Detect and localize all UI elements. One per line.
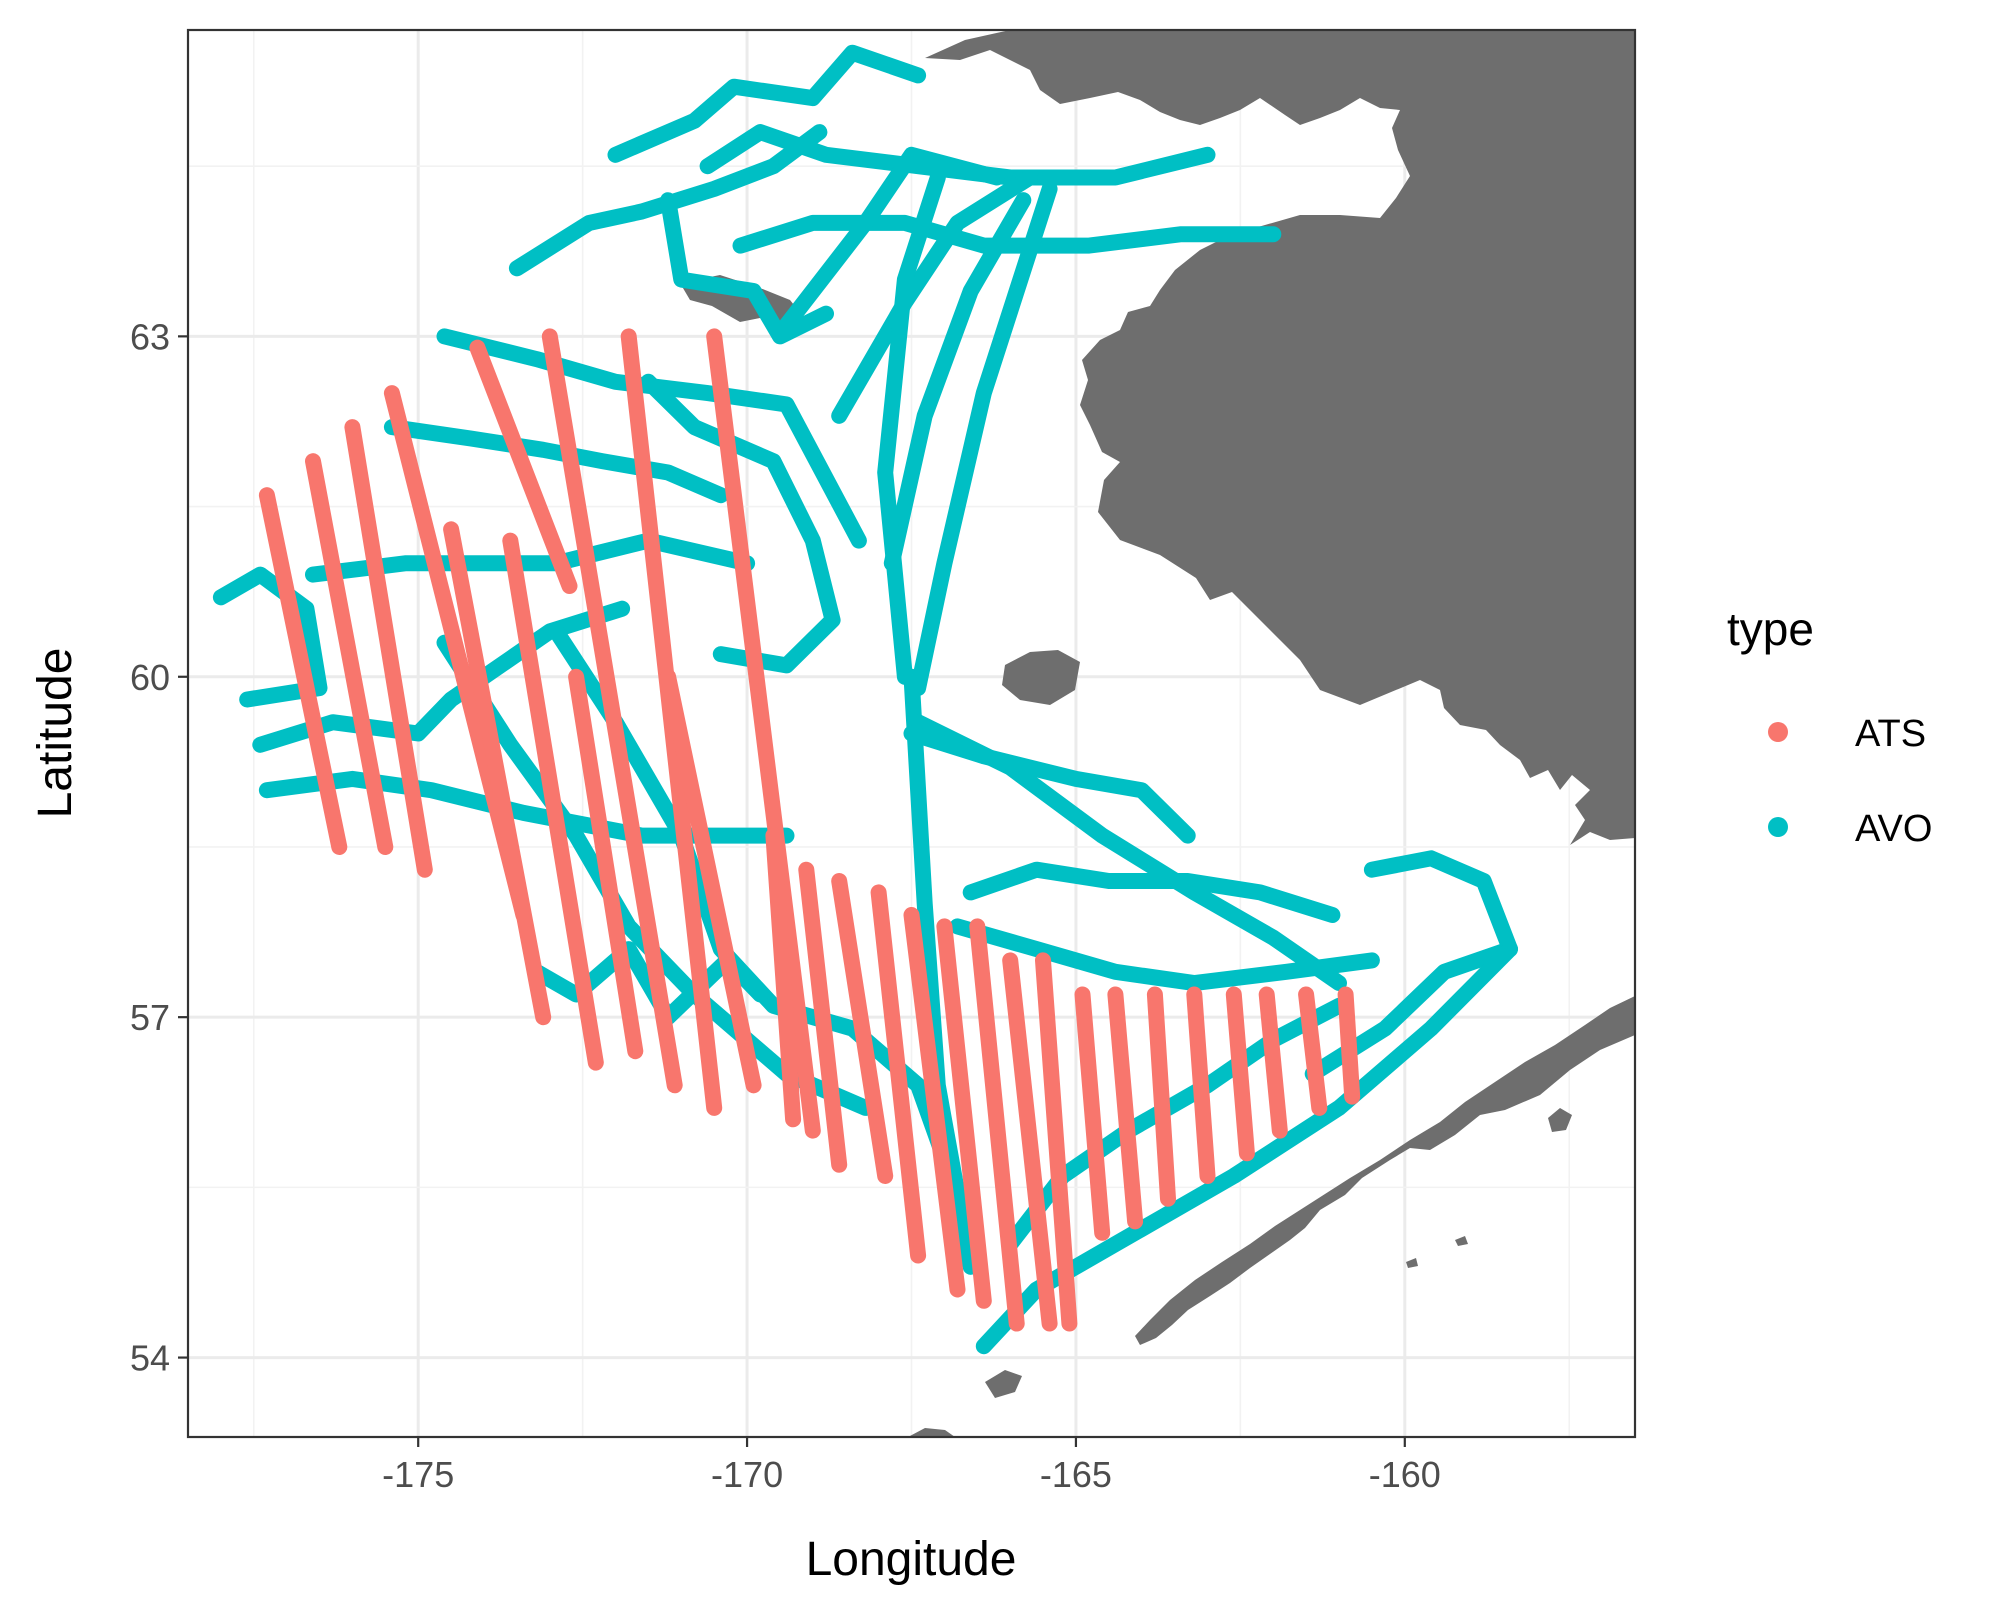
axes: -175 -170 -165 -160 54 57 60 63 bbox=[130, 316, 1441, 1495]
y-tick-label: 63 bbox=[130, 316, 170, 357]
transect-ats bbox=[903, 907, 966, 1298]
transect-avo bbox=[508, 124, 828, 277]
transect-ats bbox=[969, 918, 1025, 1332]
unalaska-island bbox=[908, 1428, 955, 1437]
transect-ats bbox=[443, 521, 552, 1026]
series-avo bbox=[212, 44, 1518, 1355]
transect-ats bbox=[1186, 986, 1216, 1184]
transect-ats bbox=[765, 827, 802, 1128]
transect-ats bbox=[1258, 986, 1288, 1139]
transect-ats bbox=[469, 339, 578, 594]
transect-ats bbox=[1035, 952, 1078, 1332]
y-tick-label: 57 bbox=[130, 997, 170, 1038]
alaska-peninsula bbox=[1135, 996, 1635, 1345]
alaska-mainland bbox=[925, 30, 1635, 845]
transect-ats bbox=[1074, 986, 1111, 1241]
transect-ats bbox=[831, 873, 894, 1184]
aleutian-islet bbox=[1455, 1236, 1468, 1246]
series-ats bbox=[258, 328, 1361, 1332]
transect-ats bbox=[870, 884, 927, 1264]
transect-avo bbox=[607, 44, 927, 163]
transect-avo bbox=[883, 192, 1032, 572]
transect-ats bbox=[1146, 986, 1176, 1207]
transect-avo bbox=[975, 941, 1518, 1355]
legend: type ATS AVO bbox=[1727, 603, 1932, 850]
nunivak-island bbox=[1002, 650, 1080, 705]
transect-avo bbox=[640, 373, 841, 674]
transect-ats bbox=[568, 668, 644, 1060]
y-axis-title: Latitude bbox=[29, 648, 82, 819]
transect-ats bbox=[344, 419, 433, 878]
transect-avo bbox=[699, 124, 1216, 186]
legend-key-ats bbox=[1768, 722, 1788, 742]
transect-ats bbox=[706, 328, 821, 1139]
transect-avo bbox=[732, 214, 1282, 254]
transect-ats bbox=[660, 668, 762, 1094]
legend-label-ats: ATS bbox=[1855, 713, 1926, 755]
panel-border bbox=[186, 28, 1637, 1439]
transect-avo bbox=[962, 861, 1341, 923]
x-tick-label: -160 bbox=[1369, 1454, 1441, 1495]
legend-entry-ats: ATS bbox=[1768, 713, 1926, 755]
transect-avo bbox=[305, 532, 756, 583]
legend-entry-avo: AVO bbox=[1768, 808, 1932, 850]
transect-avo bbox=[258, 770, 795, 844]
transect-avo bbox=[831, 169, 1038, 424]
transect-avo bbox=[949, 918, 1380, 992]
x-tick-label: -165 bbox=[1040, 1454, 1112, 1495]
legend-label-avo: AVO bbox=[1855, 808, 1932, 850]
transect-ats bbox=[502, 532, 604, 1071]
transect-ats bbox=[258, 487, 348, 855]
transect-avo bbox=[660, 192, 834, 345]
transect-ats bbox=[541, 328, 683, 1094]
transect-ats bbox=[936, 918, 992, 1309]
transect-avo bbox=[910, 180, 1058, 697]
transect-ats bbox=[1225, 986, 1255, 1162]
y-tick-label: 60 bbox=[130, 657, 170, 698]
transect-ats bbox=[1337, 986, 1361, 1105]
unimak-island bbox=[985, 1370, 1022, 1398]
x-tick-label: -170 bbox=[711, 1454, 783, 1495]
transect-ats bbox=[1298, 986, 1328, 1116]
y-tick-label: 54 bbox=[130, 1338, 170, 1379]
transect-ats bbox=[1002, 952, 1058, 1332]
transect-avo bbox=[877, 169, 946, 685]
transect-avo bbox=[903, 725, 1196, 844]
transect-avo bbox=[778, 146, 1005, 333]
transect-avo bbox=[212, 566, 328, 708]
legend-key-avo bbox=[1768, 817, 1788, 837]
transect-ats bbox=[305, 453, 394, 855]
x-tick-label: -175 bbox=[382, 1454, 454, 1495]
x-axis-title: Longitude bbox=[806, 1533, 1017, 1586]
kodiak-area bbox=[1548, 1108, 1572, 1132]
transect-ats bbox=[798, 861, 848, 1173]
aleutian-islet bbox=[1406, 1258, 1418, 1268]
survey-tracks bbox=[212, 44, 1518, 1355]
transect-ats bbox=[1107, 986, 1144, 1230]
legend-title: type bbox=[1727, 603, 1814, 655]
